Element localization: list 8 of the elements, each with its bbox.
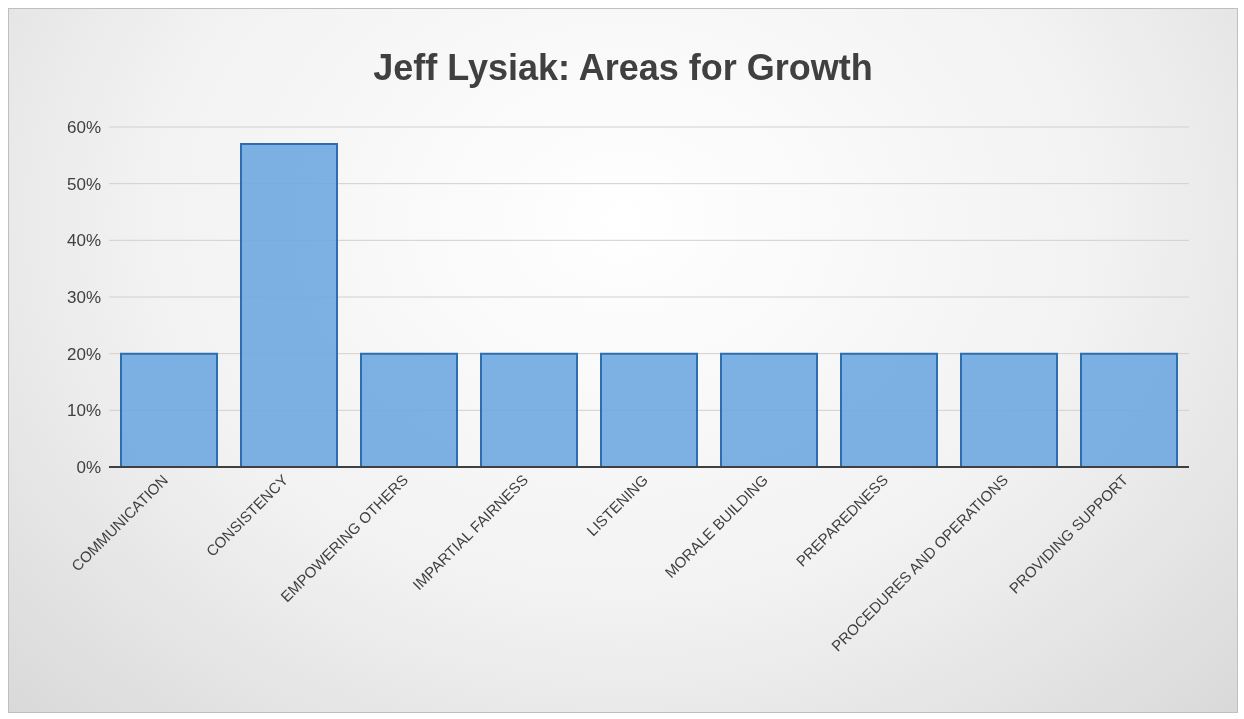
y-tick-label: 50% <box>66 174 101 194</box>
y-tick-label: 40% <box>66 231 101 251</box>
chart-title: Jeff Lysiak: Areas for Growth <box>372 46 874 90</box>
y-tick-label: 20% <box>66 344 101 364</box>
y-tick-label: 0% <box>76 458 101 478</box>
y-tick-label: 30% <box>66 288 101 308</box>
y-tick-label: 60% <box>66 118 101 138</box>
y-tick-label: 10% <box>66 401 101 421</box>
